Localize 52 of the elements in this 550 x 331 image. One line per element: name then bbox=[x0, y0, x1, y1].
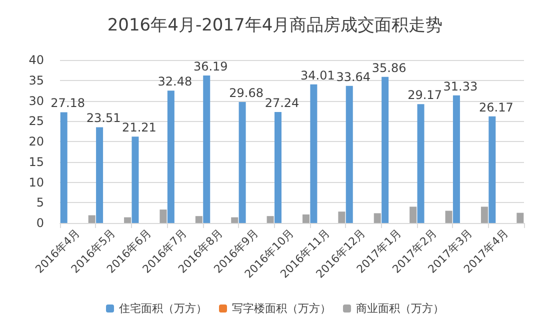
y-tick-label: 20 bbox=[28, 134, 44, 148]
data-label: 29.68 bbox=[229, 86, 264, 100]
bar bbox=[452, 95, 460, 223]
bar bbox=[88, 215, 96, 223]
data-label: 21.21 bbox=[122, 120, 156, 135]
data-label: 36.19 bbox=[193, 60, 228, 74]
y-tick-label: 0 bbox=[36, 216, 44, 230]
data-label: 31.33 bbox=[443, 79, 478, 94]
bar bbox=[238, 102, 246, 223]
data-label: 29.17 bbox=[408, 88, 442, 102]
y-tick-label: 40 bbox=[28, 53, 44, 67]
bar bbox=[124, 217, 132, 223]
y-tick-label: 10 bbox=[28, 175, 44, 190]
data-label: 26.17 bbox=[478, 100, 514, 114]
legend-label: 商业面积（万方） bbox=[356, 302, 444, 315]
data-label: 27.18 bbox=[50, 96, 86, 110]
y-tick-label: 15 bbox=[28, 154, 44, 169]
data-label: 32.48 bbox=[158, 74, 192, 89]
bar bbox=[132, 136, 139, 223]
bar bbox=[338, 212, 346, 223]
bar bbox=[488, 116, 496, 223]
bar bbox=[374, 213, 381, 223]
bar bbox=[310, 84, 318, 223]
bar bbox=[417, 104, 424, 223]
bar bbox=[274, 112, 282, 223]
bar bbox=[60, 112, 68, 223]
data-label: 23.51 bbox=[86, 111, 121, 126]
data-label: 27.24 bbox=[264, 96, 300, 110]
bar bbox=[382, 76, 389, 223]
y-tick-label: 30 bbox=[28, 94, 44, 108]
bar bbox=[516, 212, 524, 223]
bar bbox=[410, 206, 417, 223]
bar bbox=[203, 76, 210, 223]
bar bbox=[445, 210, 452, 223]
bar bbox=[480, 206, 488, 223]
legend-label: 写字楼面积（万方） bbox=[232, 302, 331, 315]
bar bbox=[302, 214, 310, 223]
chart-title: 2016年4月-2017年4月商品房成交面积走势 bbox=[107, 16, 443, 36]
bar bbox=[96, 127, 104, 223]
bar bbox=[195, 216, 202, 223]
legend-label: 住宅面积（万方） bbox=[119, 302, 207, 315]
data-label: 35.86 bbox=[372, 60, 406, 75]
bar bbox=[167, 90, 174, 223]
bar bbox=[231, 217, 238, 223]
bar bbox=[346, 86, 353, 223]
y-tick-label: 25 bbox=[28, 114, 44, 128]
bar bbox=[266, 216, 274, 223]
y-tick-label: 35 bbox=[28, 73, 44, 88]
y-tick-label: 5 bbox=[36, 196, 44, 210]
bar bbox=[160, 210, 167, 223]
data-label: 33.64 bbox=[336, 70, 371, 84]
data-label: 34.01 bbox=[300, 68, 335, 82]
